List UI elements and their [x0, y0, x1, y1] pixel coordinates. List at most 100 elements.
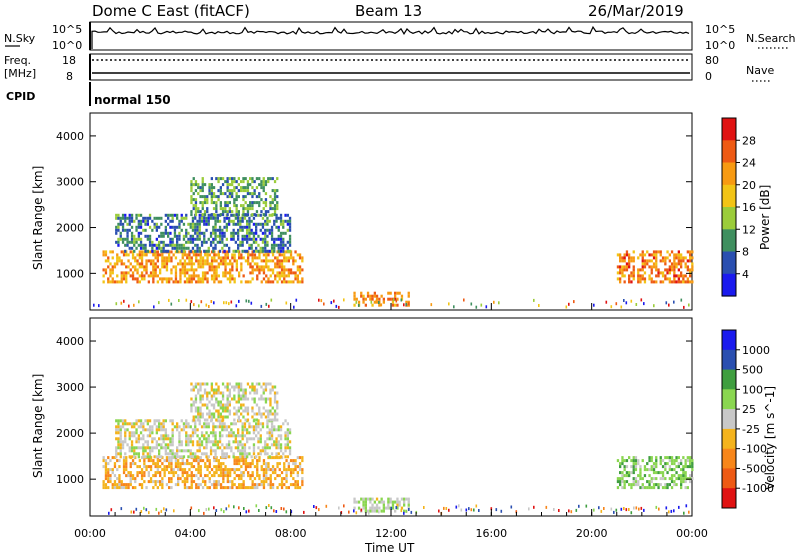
scatter-cell [490, 507, 493, 511]
echo-cell [164, 443, 167, 447]
echo-cell [257, 213, 260, 217]
echo-cell [284, 231, 287, 235]
echo-cell [115, 213, 118, 217]
echo-cell [199, 195, 202, 199]
echo-cell [176, 452, 179, 456]
echo-cell [192, 415, 195, 419]
scatter-cell [250, 301, 253, 305]
echo-cell [398, 503, 401, 507]
echo-cell [251, 415, 254, 419]
echo-cell [212, 213, 216, 217]
echo-cell [226, 250, 229, 254]
echo-cell [148, 419, 152, 423]
echo-cell [210, 198, 213, 202]
echo-cell [621, 271, 624, 275]
echo-cell [255, 177, 259, 181]
echo-cell [135, 240, 138, 244]
echo-cell [387, 297, 390, 301]
echo-cell [294, 465, 297, 469]
echo-cell [396, 297, 399, 301]
echo-cell [128, 216, 131, 220]
echo-cell [215, 471, 218, 475]
echo-cell [180, 449, 183, 453]
echo-cell [237, 234, 240, 238]
echo-cell [271, 280, 275, 284]
echo-cell [255, 213, 258, 217]
echo-cell [250, 455, 253, 459]
echo-cell [203, 434, 206, 438]
echo-cell [221, 409, 225, 413]
echo-cell [271, 201, 274, 205]
echo-cell [174, 462, 178, 466]
scatter-cell [475, 305, 478, 309]
echo-cell [121, 225, 125, 229]
echo-cell [641, 265, 644, 269]
scatter-cell [343, 298, 345, 302]
echo-cell [661, 477, 665, 481]
echo-cell [201, 277, 205, 281]
echo-cell [282, 243, 285, 247]
echo-cell [251, 474, 254, 478]
echo-cell [259, 228, 262, 232]
echo-cell [178, 440, 181, 444]
echo-cell [145, 265, 148, 269]
echo-cell [268, 434, 271, 438]
echo-cell [619, 256, 622, 260]
echo-cell [163, 474, 166, 478]
echo-cell [183, 471, 187, 475]
echo-cell [143, 277, 146, 281]
echo-cell [387, 497, 390, 501]
echo-cell [253, 189, 256, 193]
scatter-cell [213, 506, 215, 510]
echo-cell [391, 303, 395, 307]
echo-cell [684, 474, 687, 478]
echo-cell [403, 509, 406, 513]
scatter-cell [303, 510, 305, 514]
power-data [93, 177, 694, 309]
echo-cell [286, 422, 289, 426]
echo-cell [113, 265, 117, 269]
echo-cell [407, 497, 410, 501]
echo-cell [180, 428, 183, 432]
echo-cell [273, 394, 277, 398]
echo-cell [186, 268, 189, 272]
echo-cell [143, 250, 146, 254]
echo-cell [670, 486, 674, 490]
echo-cell [224, 180, 227, 184]
echo-cell [253, 256, 257, 260]
echo-cell [172, 471, 175, 475]
echo-cell [116, 483, 119, 487]
echo-cell [179, 250, 182, 254]
echo-cell [107, 477, 110, 481]
echo-cell [632, 471, 635, 475]
echo-cell [216, 234, 219, 238]
echo-cell [212, 207, 216, 211]
echo-cell [148, 431, 152, 435]
scatter-cell [558, 509, 560, 512]
echo-cell [176, 449, 179, 453]
echo-cell [276, 189, 279, 193]
echo-cell [257, 446, 260, 450]
echo-cell [195, 486, 198, 490]
echo-cell [257, 425, 260, 429]
echo-cell [162, 440, 165, 444]
echo-cell [164, 249, 167, 253]
echo-cell [120, 259, 123, 263]
echo-cell [138, 274, 141, 278]
echo-cell [140, 256, 144, 260]
echo-cell [258, 256, 261, 260]
echo-cell [144, 228, 147, 232]
echo-cell [396, 503, 399, 507]
colorbar-tick-label: 25 [742, 403, 756, 416]
echo-cell [156, 486, 159, 490]
echo-cell [221, 210, 225, 214]
echo-cell [187, 231, 190, 235]
echo-cell [187, 222, 190, 226]
scatter-cell [378, 510, 380, 514]
echo-cell [199, 385, 202, 389]
scatter-cell [215, 509, 218, 512]
echo-cell [675, 459, 678, 463]
echo-cell [192, 177, 195, 181]
echo-cell [126, 243, 129, 247]
